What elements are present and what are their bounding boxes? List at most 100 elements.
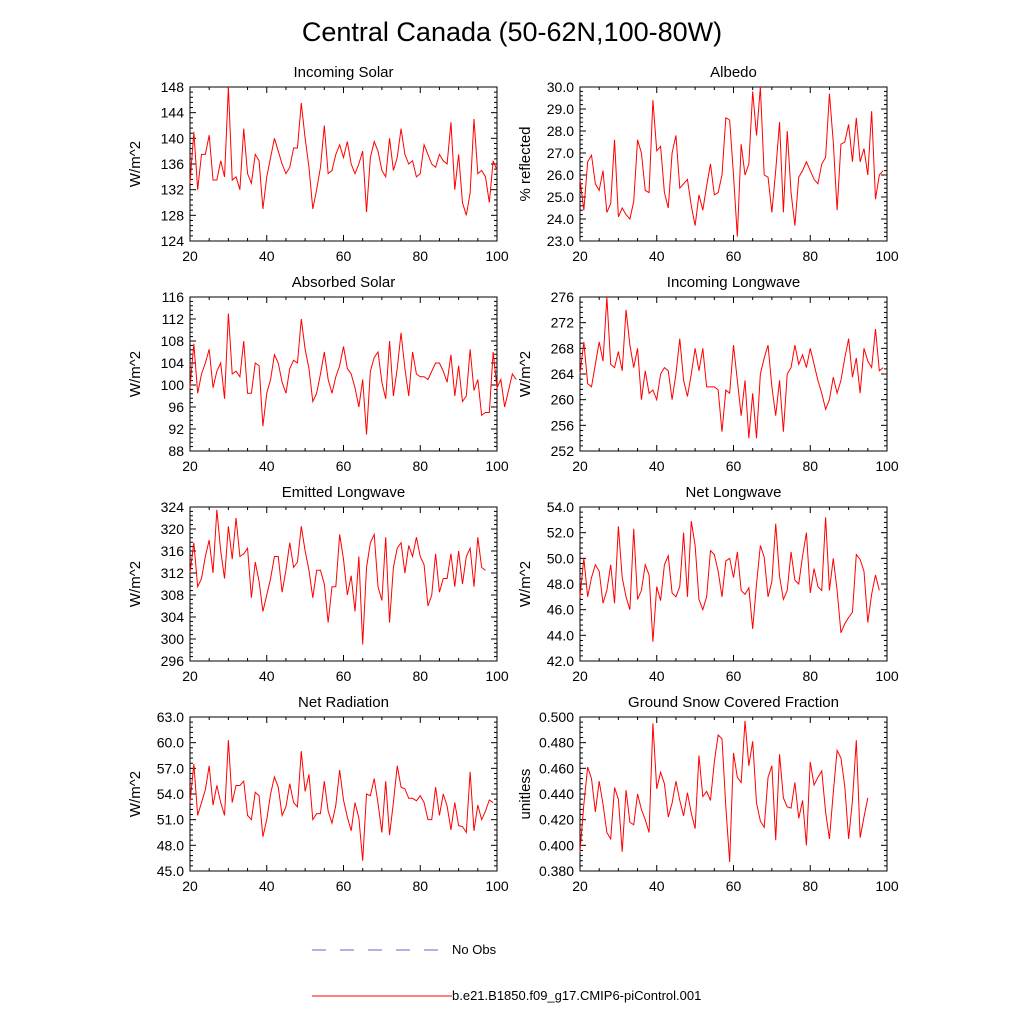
- x-tick-label: 20: [572, 248, 588, 264]
- y-tick-label: 116: [162, 289, 185, 305]
- panel-title: Incoming Longwave: [667, 274, 800, 291]
- y-axis-label: W/m^2: [127, 141, 144, 187]
- panel-title: Emitted Longwave: [282, 484, 405, 501]
- panel-title: Ground Snow Covered Fraction: [628, 694, 839, 711]
- y-tick-label: 88: [168, 443, 184, 459]
- y-tick-label: 48.0: [157, 837, 184, 853]
- y-tick-label: 51.0: [157, 812, 184, 828]
- x-tick-label: 40: [259, 458, 275, 474]
- x-tick-label: 60: [336, 878, 352, 894]
- x-tick-label: 100: [875, 458, 899, 474]
- y-tick-label: 0.400: [539, 837, 574, 853]
- y-tick-label: 29.0: [547, 101, 574, 117]
- y-tick-label: 148: [161, 79, 185, 95]
- x-tick-label: 60: [726, 248, 742, 264]
- y-tick-label: 30.0: [547, 79, 574, 95]
- x-tick-label: 40: [649, 878, 665, 894]
- x-tick-label: 80: [802, 248, 818, 264]
- panel-ground-snow-covered-fraction: 20 40 60 80 100 0.380 0.400 0.420 0.440 0.460 0.48…: [517, 694, 899, 894]
- y-tick-label: 324: [161, 499, 185, 515]
- x-tick-label: 80: [412, 878, 428, 894]
- panel-absorbed-solar: 20 40 60 80 100 88 92 96 100 104 108 112 116 Absorbed…: [127, 274, 517, 474]
- panel-title: Net Radiation: [298, 694, 389, 711]
- x-tick-label: 60: [726, 458, 742, 474]
- y-tick-label: 136: [161, 156, 185, 172]
- x-tick-label: 40: [649, 668, 665, 684]
- x-tick-label: 20: [182, 248, 198, 264]
- y-tick-label: 96: [168, 399, 184, 415]
- legend: No Obs b.e21.B1850.f09_g17.CMIP6-piContr…: [312, 942, 701, 1003]
- x-tick-label: 20: [182, 878, 198, 894]
- y-tick-label: 252: [551, 443, 575, 459]
- series-line-net-radiation: [189, 740, 494, 861]
- panels: 20 40 60 80 100 124 128 132 136 140 144 148 Incoming…: [127, 64, 899, 894]
- x-tick-label: 80: [802, 458, 818, 474]
- y-tick-label: 57.0: [157, 760, 184, 776]
- y-tick-label: 276: [551, 289, 575, 305]
- plot-frame: [579, 296, 888, 452]
- y-tick-label: 320: [161, 521, 185, 537]
- y-tick-label: 268: [551, 340, 575, 356]
- y-axis-label: % reflected: [517, 126, 534, 201]
- y-tick-label: 304: [161, 609, 185, 625]
- y-tick-label: 0.420: [539, 812, 574, 828]
- y-axis-label: W/m^2: [127, 561, 144, 607]
- y-tick-label: 108: [161, 333, 185, 349]
- panel-albedo: 20 40 60 80 100 23.0 24.0 25.0 26.0 27.0 28.0 29.0 3…: [517, 64, 899, 264]
- panel-title: Incoming Solar: [293, 64, 393, 81]
- y-tick-label: 0.380: [539, 863, 574, 879]
- x-tick-label: 80: [412, 458, 428, 474]
- y-tick-label: 54.0: [157, 786, 184, 802]
- y-tick-label: 316: [161, 543, 185, 559]
- series-line-emitted-longwave: [189, 509, 486, 645]
- y-tick-label: 312: [161, 565, 185, 581]
- y-tick-label: 52.0: [547, 525, 574, 541]
- y-tick-label: 42.0: [547, 653, 574, 669]
- y-tick-label: 272: [551, 315, 575, 331]
- series-line-ground-snow-covered-fraction: [579, 720, 869, 863]
- x-tick-label: 20: [572, 668, 588, 684]
- plot-frame: [579, 86, 888, 242]
- y-tick-label: 50.0: [547, 550, 574, 566]
- x-tick-label: 60: [336, 668, 352, 684]
- y-tick-label: 128: [161, 207, 185, 223]
- y-axis-label: W/m^2: [517, 351, 534, 397]
- y-tick-label: 256: [551, 417, 575, 433]
- series-line-net-longwave: [579, 517, 880, 642]
- series-line-incoming-longwave: [579, 296, 884, 439]
- y-tick-label: 28.0: [547, 123, 574, 139]
- y-tick-label: 0.480: [539, 735, 574, 751]
- y-tick-label: 25.0: [547, 189, 574, 205]
- y-tick-label: 0.440: [539, 786, 574, 802]
- y-tick-label: 0.500: [539, 709, 574, 725]
- y-tick-label: 63.0: [157, 709, 184, 725]
- panel-incoming-longwave: 20 40 60 80 100 252 256 260 264 268 272 276 Incoming…: [517, 274, 899, 474]
- y-tick-label: 54.0: [547, 499, 574, 515]
- x-tick-label: 40: [649, 248, 665, 264]
- x-tick-label: 60: [336, 248, 352, 264]
- panel-incoming-solar: 20 40 60 80 100 124 128 132 136 140 144 148 Incoming…: [127, 64, 509, 264]
- x-tick-label: 60: [336, 458, 352, 474]
- y-tick-label: 132: [161, 182, 185, 198]
- panel-title: Net Longwave: [686, 484, 782, 501]
- y-tick-label: 124: [161, 233, 185, 249]
- y-tick-label: 104: [161, 355, 185, 371]
- y-tick-label: 60.0: [157, 735, 184, 751]
- y-tick-label: 308: [161, 587, 185, 603]
- panel-title: Albedo: [710, 64, 757, 81]
- y-tick-label: 144: [161, 105, 185, 121]
- figure-title: Central Canada (50-62N,100-80W): [302, 17, 722, 47]
- x-tick-label: 20: [182, 668, 198, 684]
- y-axis-label: W/m^2: [517, 561, 534, 607]
- series-line-albedo: [579, 86, 884, 237]
- legend-model-label: b.e21.B1850.f09_g17.CMIP6-piControl.001: [452, 988, 701, 1003]
- y-tick-label: 48.0: [547, 576, 574, 592]
- y-tick-label: 264: [551, 366, 575, 382]
- series-line-absorbed-solar: [189, 313, 517, 435]
- x-tick-label: 100: [875, 878, 899, 894]
- x-tick-label: 80: [802, 878, 818, 894]
- plot-frame: [189, 296, 498, 452]
- y-tick-label: 27.0: [547, 145, 574, 161]
- y-tick-label: 23.0: [547, 233, 574, 249]
